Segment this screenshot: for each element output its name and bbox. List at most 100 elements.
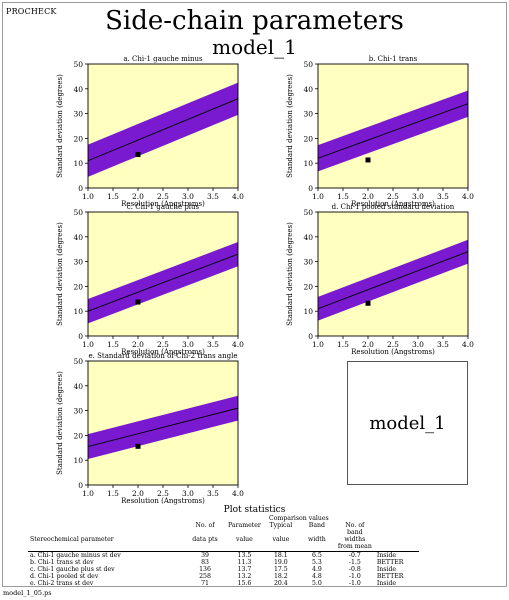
row-typical: 19.0 (273, 559, 288, 566)
row-widths: -1.0 (348, 573, 361, 580)
col-v-b: value (236, 536, 253, 543)
col-t-a: Typical (269, 522, 293, 529)
y-tick-label: 10 (73, 307, 83, 316)
mean-line (88, 98, 238, 162)
y-tick-label: 50 (73, 60, 83, 69)
y-tick-label: 30 (303, 258, 313, 267)
chart-title: c. Chi-1 gauche plus (127, 203, 200, 211)
y-tick-label: 20 (73, 431, 83, 440)
y-tick-label: 20 (303, 282, 313, 291)
row-status: Inside (376, 566, 397, 573)
y-axis-label: Standard deviation (degrees) (56, 74, 64, 178)
y-tick-label: 20 (303, 134, 313, 143)
x-axis-label: Resolution (Angstroms) (121, 200, 205, 208)
data-point (365, 300, 371, 306)
table-row: a. Chi-1 gauche minus st dev 39 13.5 18.… (28, 552, 419, 560)
y-tick-label: 50 (303, 60, 313, 69)
row-param: a. Chi-1 gauche minus st dev (30, 552, 121, 559)
y-tick-label: 0 (78, 332, 83, 341)
procheck-label: PROCHECK (6, 7, 57, 16)
y-tick-label: 0 (78, 184, 83, 193)
col-b-b: width (308, 536, 326, 543)
row-band: 6.5 (311, 552, 322, 559)
row-param: e. Chi-2 trans st dev (30, 580, 94, 587)
row-n: 258 (199, 573, 211, 580)
stats-group-header: Comparison values (268, 515, 329, 522)
col-b-a: Band (308, 522, 325, 529)
row-widths: -1.0 (348, 580, 361, 587)
x-tick-label: 3.0 (182, 192, 194, 201)
data-point (135, 152, 141, 158)
y-tick-label: 20 (73, 282, 83, 291)
col-n-a: No. of (195, 522, 215, 529)
x-tick-label: 4.0 (232, 340, 244, 349)
x-tick-label: 2.0 (132, 340, 144, 349)
x-tick-label: 1.5 (107, 340, 119, 349)
row-status: BETTER (376, 573, 404, 580)
stats-table: Comparison values No. of Parameter Typic… (28, 515, 419, 587)
row-param: d. Chi-1 pooled st dev (30, 573, 99, 580)
col-w-c: from mean (337, 543, 372, 550)
y-tick-label: 30 (73, 110, 83, 119)
x-tick-label: 3.5 (207, 192, 219, 201)
col-w-a: No. of (345, 522, 365, 529)
mean-line (88, 407, 238, 447)
y-tick-label: 30 (73, 407, 83, 416)
x-tick-label: 1.0 (312, 340, 324, 349)
stats-group-header-row: Comparison values (28, 515, 419, 522)
y-tick-label: 0 (78, 481, 83, 490)
x-tick-label: 4.0 (462, 340, 474, 349)
x-tick-label: 3.5 (207, 340, 219, 349)
x-tick-label: 3.5 (207, 489, 219, 498)
row-status: Inside (376, 580, 397, 587)
row-value: 13.5 (237, 552, 252, 559)
stats-title: Plot statistics (223, 505, 286, 515)
table-row: b. Chi-1 trans st dev 83 11.3 19.0 5.3 -… (28, 559, 419, 566)
x-tick-label: 3.5 (437, 340, 449, 349)
row-typical: 18.1 (273, 552, 288, 559)
x-tick-label: 3.0 (412, 340, 424, 349)
col-n-b: data pts (192, 536, 218, 543)
x-tick-label: 1.5 (337, 192, 349, 201)
data-point (135, 443, 141, 449)
x-axis-label: Resolution (Angstroms) (121, 497, 205, 505)
x-tick-label: 1.5 (107, 489, 119, 498)
x-tick-label: 1.0 (82, 192, 94, 201)
y-axis-label: Standard deviation (degrees) (56, 222, 64, 326)
row-typical: 18.2 (273, 573, 288, 580)
x-tick-label: 4.0 (462, 192, 474, 201)
model-box-label: model_1 (369, 412, 446, 434)
y-axis-label: Standard deviation (degrees) (286, 222, 294, 326)
y-tick-label: 10 (303, 307, 313, 316)
stats-rule (28, 550, 419, 552)
y-tick-label: 20 (73, 134, 83, 143)
mean-line (88, 253, 238, 312)
mean-line (318, 103, 468, 159)
row-n: 136 (199, 566, 211, 573)
model-box: model_1 (347, 361, 468, 485)
row-band: 4.9 (311, 566, 322, 573)
y-tick-label: 40 (303, 85, 313, 94)
row-widths: -0.8 (348, 566, 361, 573)
row-n: 83 (201, 559, 209, 566)
row-value: 15.6 (237, 580, 252, 587)
col-param: Stereochemical parameter (30, 536, 114, 543)
footer-filename: model_1_05.ps (3, 589, 52, 597)
page-frame (2, 2, 507, 587)
x-tick-label: 2.5 (157, 192, 169, 201)
y-tick-label: 40 (303, 233, 313, 242)
row-value: 13.7 (237, 566, 252, 573)
row-status: Inside (376, 552, 397, 559)
x-tick-label: 4.0 (232, 489, 244, 498)
row-widths: -1.5 (348, 559, 361, 566)
row-value: 11.3 (237, 559, 252, 566)
row-status: BETTER (376, 559, 404, 566)
col-w-b: band widths (344, 529, 366, 543)
y-tick-label: 30 (303, 110, 313, 119)
mean-line (318, 251, 468, 310)
stats-header-row-2: Stereochemical parameter data pts value … (28, 529, 419, 543)
x-tick-label: 1.0 (312, 192, 324, 201)
model-title: model_1 (212, 35, 297, 59)
y-tick-label: 50 (73, 208, 83, 217)
